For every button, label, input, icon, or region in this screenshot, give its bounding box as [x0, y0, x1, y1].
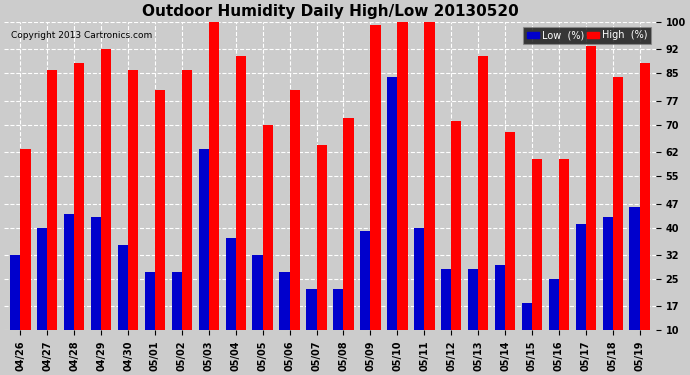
Bar — [360, 231, 371, 330]
Bar — [549, 279, 559, 330]
Bar — [575, 224, 586, 330]
Bar — [505, 132, 515, 330]
Bar — [209, 22, 219, 330]
Bar — [226, 238, 236, 330]
Bar — [172, 272, 182, 330]
Bar — [640, 63, 650, 330]
Bar — [145, 272, 155, 330]
Bar — [414, 228, 424, 330]
Bar — [91, 217, 101, 330]
Legend: Low  (%), High  (%): Low (%), High (%) — [524, 27, 651, 44]
Bar — [47, 70, 57, 330]
Bar — [629, 207, 640, 330]
Bar — [20, 148, 30, 330]
Bar — [613, 76, 623, 330]
Bar — [118, 245, 128, 330]
Bar — [101, 49, 111, 330]
Bar — [532, 159, 542, 330]
Bar — [155, 90, 165, 330]
Bar — [602, 217, 613, 330]
Bar — [128, 70, 138, 330]
Bar — [451, 121, 462, 330]
Bar — [441, 269, 451, 330]
Bar — [495, 265, 505, 330]
Bar — [424, 22, 435, 330]
Bar — [75, 63, 84, 330]
Bar — [182, 70, 192, 330]
Bar — [64, 214, 75, 330]
Bar — [290, 90, 300, 330]
Bar — [387, 76, 397, 330]
Bar — [253, 255, 263, 330]
Bar — [279, 272, 290, 330]
Bar — [397, 22, 408, 330]
Bar — [333, 290, 344, 330]
Bar — [263, 124, 273, 330]
Title: Outdoor Humidity Daily High/Low 20130520: Outdoor Humidity Daily High/Low 20130520 — [141, 4, 518, 19]
Bar — [468, 269, 478, 330]
Bar — [478, 56, 489, 330]
Bar — [236, 56, 246, 330]
Bar — [559, 159, 569, 330]
Bar — [344, 118, 354, 330]
Bar — [306, 290, 317, 330]
Bar — [37, 228, 47, 330]
Bar — [199, 148, 209, 330]
Bar — [317, 145, 327, 330]
Text: Copyright 2013 Cartronics.com: Copyright 2013 Cartronics.com — [10, 31, 152, 40]
Bar — [522, 303, 532, 330]
Bar — [10, 255, 20, 330]
Bar — [586, 46, 596, 330]
Bar — [371, 25, 381, 330]
